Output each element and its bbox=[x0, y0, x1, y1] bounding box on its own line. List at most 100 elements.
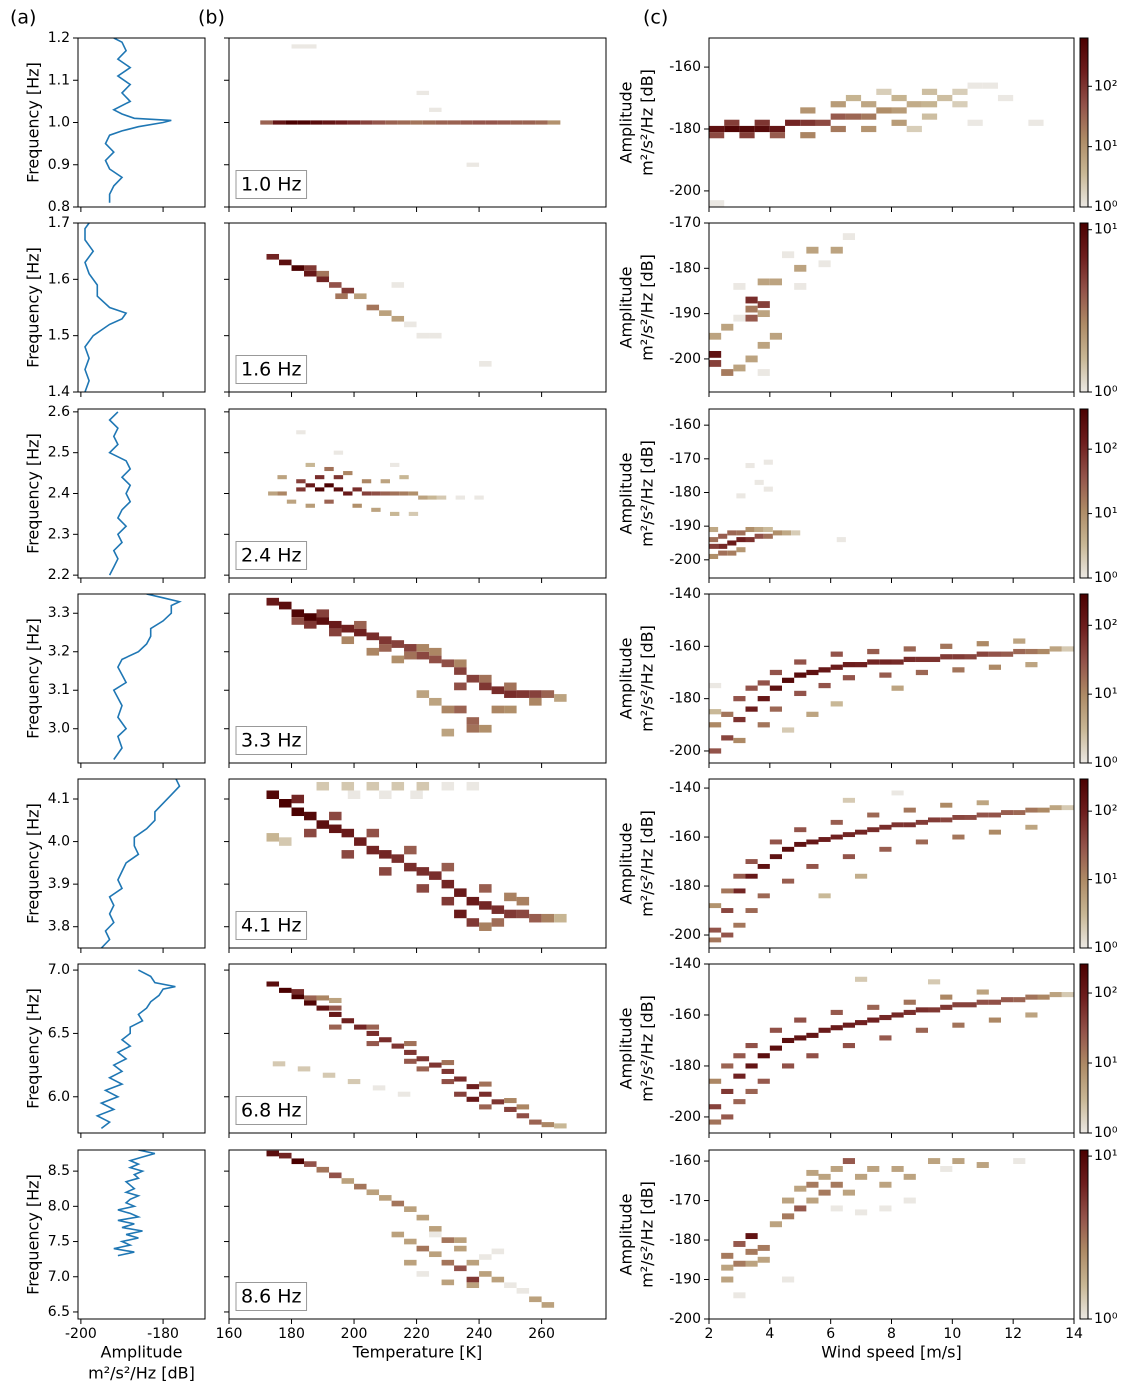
hist-cell bbox=[485, 120, 498, 125]
hist-cell bbox=[709, 125, 725, 133]
hist-cell bbox=[836, 537, 846, 543]
hist-cell bbox=[343, 491, 353, 496]
y-tick-label: -180 bbox=[669, 121, 701, 137]
hist-cell bbox=[441, 1068, 455, 1074]
hist-cell bbox=[1025, 1012, 1038, 1018]
hist-cell bbox=[497, 120, 511, 125]
spectrum-line bbox=[104, 38, 172, 203]
y-tick-label: -180 bbox=[669, 1232, 701, 1248]
hist-cell bbox=[800, 119, 816, 126]
hist-cell bbox=[1049, 805, 1062, 811]
hist-cell bbox=[727, 550, 737, 556]
y-tick-label: 1.5 bbox=[48, 328, 70, 344]
hist-cell bbox=[541, 1122, 555, 1128]
hist-cell bbox=[903, 1009, 916, 1015]
hist-cell bbox=[416, 781, 430, 791]
hist-cell bbox=[324, 483, 334, 488]
colorbar bbox=[1079, 222, 1089, 393]
hist-cell bbox=[379, 636, 392, 645]
hist-cell bbox=[305, 483, 315, 488]
hist-cell bbox=[830, 101, 846, 108]
hist-cell bbox=[366, 647, 380, 656]
hist-cell bbox=[891, 659, 904, 665]
hist-cell bbox=[389, 511, 400, 516]
spectrum-line bbox=[95, 969, 176, 1130]
hist-cell bbox=[818, 1173, 831, 1180]
y-axis-label: Frequency [Hz] bbox=[24, 433, 43, 554]
colorbar-tick-label: 10¹ bbox=[1094, 1055, 1117, 1071]
hist-cell bbox=[976, 641, 989, 647]
hist-cell bbox=[815, 119, 831, 126]
hist-cell bbox=[745, 859, 758, 864]
hist-cell bbox=[842, 675, 855, 681]
hist-cell bbox=[906, 125, 922, 133]
hist-cell bbox=[903, 1197, 916, 1204]
hist-cell bbox=[279, 601, 292, 610]
hist-cell bbox=[416, 1056, 430, 1062]
hist-cell bbox=[399, 475, 409, 480]
hist-cell bbox=[371, 491, 381, 496]
hist-cell bbox=[347, 790, 361, 800]
hist-cell bbox=[316, 781, 330, 791]
hist-cell bbox=[291, 609, 305, 618]
hist-cell bbox=[745, 1043, 758, 1049]
annotation-box bbox=[235, 726, 308, 755]
hist-cell bbox=[754, 526, 764, 533]
hist-cell bbox=[745, 685, 758, 691]
hist-cell bbox=[366, 304, 380, 311]
hist-cell bbox=[291, 807, 305, 817]
hist-cell bbox=[842, 662, 855, 668]
hist-cell bbox=[304, 828, 317, 838]
hist-cell bbox=[721, 1276, 734, 1283]
hist-cell bbox=[806, 1181, 819, 1188]
hist-cell bbox=[441, 1237, 455, 1243]
axes-frame bbox=[77, 222, 206, 393]
hist-cell bbox=[429, 1251, 442, 1258]
hist-cell bbox=[709, 937, 722, 943]
hist-cell bbox=[347, 1079, 361, 1085]
hist-cell bbox=[404, 845, 417, 855]
panel-letter: (c) bbox=[643, 7, 668, 29]
hist-cell bbox=[329, 282, 342, 288]
hist-cell bbox=[940, 1165, 953, 1172]
hist-cell bbox=[952, 1022, 965, 1028]
hist-cell bbox=[266, 597, 280, 606]
y-tick-label: -160 bbox=[669, 1007, 701, 1023]
hist-cell bbox=[279, 837, 292, 846]
y-axis-label: Amplitude bbox=[617, 1008, 636, 1090]
hist-cell bbox=[466, 1282, 480, 1289]
hist-cell bbox=[861, 125, 877, 133]
hist-cell bbox=[952, 1158, 965, 1165]
hist-cell bbox=[329, 997, 342, 1004]
hist-cell bbox=[782, 1213, 795, 1220]
annotation: 1.0 Hz bbox=[241, 174, 302, 196]
hist-cell bbox=[422, 120, 436, 125]
y-tick-label: 1.7 bbox=[48, 215, 70, 231]
hist-cell bbox=[709, 360, 722, 367]
hist-cell bbox=[867, 827, 880, 833]
hist-cell bbox=[855, 873, 868, 879]
hist-cell bbox=[964, 815, 977, 820]
hist-cell bbox=[745, 1248, 758, 1255]
hist-cell bbox=[794, 1205, 807, 1212]
hist-cell bbox=[429, 332, 442, 339]
hist-cell bbox=[845, 113, 862, 120]
hist-cell bbox=[416, 644, 430, 652]
y-tick-label: 1.4 bbox=[48, 384, 70, 400]
hist-cell bbox=[879, 1035, 892, 1041]
hist-cell bbox=[891, 1012, 904, 1018]
hist-cell bbox=[782, 251, 795, 259]
y-axis-label: Amplitude bbox=[617, 453, 636, 535]
y-tick-label: -160 bbox=[669, 1153, 701, 1169]
hist-cell bbox=[491, 705, 505, 714]
hist-cell bbox=[830, 113, 846, 120]
y-tick-label: -200 bbox=[669, 743, 701, 759]
hist-cell bbox=[903, 1173, 916, 1180]
hist-cell bbox=[830, 1205, 843, 1212]
hist-cell bbox=[769, 1045, 782, 1051]
hist-cell bbox=[408, 491, 419, 496]
hist-cell bbox=[366, 1030, 380, 1036]
hist-cell bbox=[354, 1024, 367, 1030]
y-tick-label: 1.2 bbox=[48, 30, 70, 46]
hist-cell bbox=[830, 1009, 843, 1015]
